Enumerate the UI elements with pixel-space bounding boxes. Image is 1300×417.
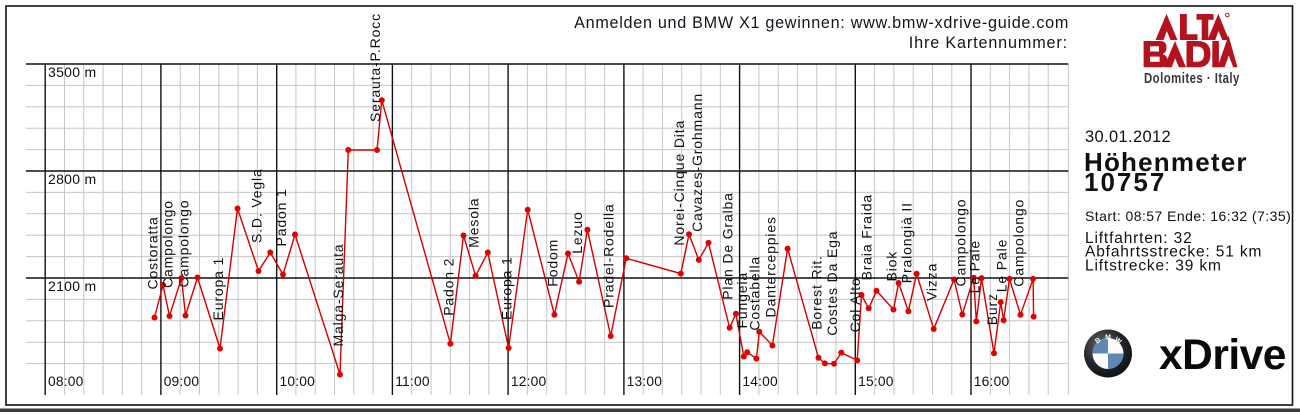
svg-text:Höhenmeter: Höhenmeter <box>1084 147 1248 177</box>
svg-text:Costoratta: Costoratta <box>145 216 161 289</box>
svg-text:Costes Da Ega: Costes Da Ega <box>824 231 840 336</box>
svg-text:Vizza: Vizza <box>924 263 940 301</box>
svg-text:16:00: 16:00 <box>974 374 1010 389</box>
svg-text:13:00: 13:00 <box>627 374 663 389</box>
svg-text:Serauta-P.Rocc: Serauta-P.Rocc <box>367 13 383 122</box>
svg-text:Campolongo: Campolongo <box>160 200 176 288</box>
svg-text:Fungeia: Fungeia <box>734 272 750 329</box>
svg-text:Padon 2: Padon 2 <box>440 258 456 316</box>
svg-text:Pralongià II: Pralongià II <box>898 202 914 283</box>
svg-text:Lezuo: Lezuo <box>569 211 585 253</box>
svg-text:Liftfahrten: 32: Liftfahrten: 32 <box>1085 230 1193 247</box>
svg-text:Malga-Serauta: Malga-Serauta <box>330 244 346 347</box>
svg-text:S.D. Vegla: S.D. Vegla <box>249 168 265 243</box>
svg-text:08:00: 08:00 <box>48 374 84 389</box>
svg-text:Abfahrtsstrecke: 51 km: Abfahrtsstrecke: 51 km <box>1085 244 1262 261</box>
svg-text:3500 m: 3500 m <box>48 64 97 80</box>
svg-text:10:00: 10:00 <box>280 374 316 389</box>
svg-text:Anmelden und BMW X1 gewinnen:: Anmelden und BMW X1 gewinnen: www.bmw-xd… <box>574 14 1069 32</box>
svg-text:Campolongo: Campolongo <box>176 200 192 288</box>
svg-text:10757: 10757 <box>1084 167 1166 197</box>
svg-text:Dolomites · Italy: Dolomites · Italy <box>1144 70 1240 87</box>
svg-text:Cavazes-Grohmann: Cavazes-Grohmann <box>689 93 705 232</box>
svg-text:Norei-Cinque Dita: Norei-Cinque Dita <box>671 120 687 246</box>
svg-text:W: W <box>1113 336 1123 346</box>
svg-text:14:00: 14:00 <box>742 374 778 389</box>
svg-text:2800 m: 2800 m <box>48 171 97 187</box>
svg-text:Le Pale: Le Pale <box>966 240 982 293</box>
svg-text:Liftstrecke: 39 km: Liftstrecke: 39 km <box>1085 258 1222 275</box>
svg-text:Borest Rit.: Borest Rit. <box>809 255 825 330</box>
svg-text:Europa 1: Europa 1 <box>499 256 515 320</box>
svg-text:Pradel-Rodella: Pradel-Rodella <box>601 203 617 308</box>
svg-text:Braia Fraida: Braia Fraida <box>859 194 875 280</box>
svg-text:Ihre Kartennummer:: Ihre Kartennummer: <box>909 34 1068 52</box>
svg-text:Campolongo: Campolongo <box>952 199 968 287</box>
svg-text:Col Alto: Col Alto <box>847 277 863 332</box>
svg-text:Mesola: Mesola <box>466 198 482 248</box>
svg-text:Start: 08:57 Ende: 16:32 (7:35: Start: 08:57 Ende: 16:32 (7:35) <box>1085 208 1291 224</box>
svg-text:Le Pale: Le Pale <box>994 239 1010 292</box>
svg-text:Danterceppies: Danterceppies <box>762 216 778 317</box>
svg-text:Burz: Burz <box>984 293 1000 325</box>
svg-text:Fodom: Fodom <box>544 239 560 287</box>
svg-text:30.01.2012: 30.01.2012 <box>1085 128 1171 146</box>
svg-text:M: M <box>1105 334 1111 341</box>
svg-text:11:00: 11:00 <box>395 374 430 389</box>
svg-text:15:00: 15:00 <box>858 374 894 389</box>
svg-text:B: B <box>1094 337 1102 346</box>
svg-text:Biok: Biok <box>884 251 900 282</box>
svg-text:12:00: 12:00 <box>511 374 547 389</box>
svg-text:Costabella: Costabella <box>746 256 762 331</box>
svg-text:Europa 1: Europa 1 <box>210 257 226 321</box>
svg-text:Plan De Gralba: Plan De Gralba <box>720 192 736 300</box>
svg-text:xDrive: xDrive <box>1159 332 1286 379</box>
svg-text:Padon 1: Padon 1 <box>273 188 289 246</box>
svg-text:09:00: 09:00 <box>164 374 200 389</box>
svg-text:2100 m: 2100 m <box>48 278 97 294</box>
svg-text:Campolongo: Campolongo <box>1011 199 1027 287</box>
